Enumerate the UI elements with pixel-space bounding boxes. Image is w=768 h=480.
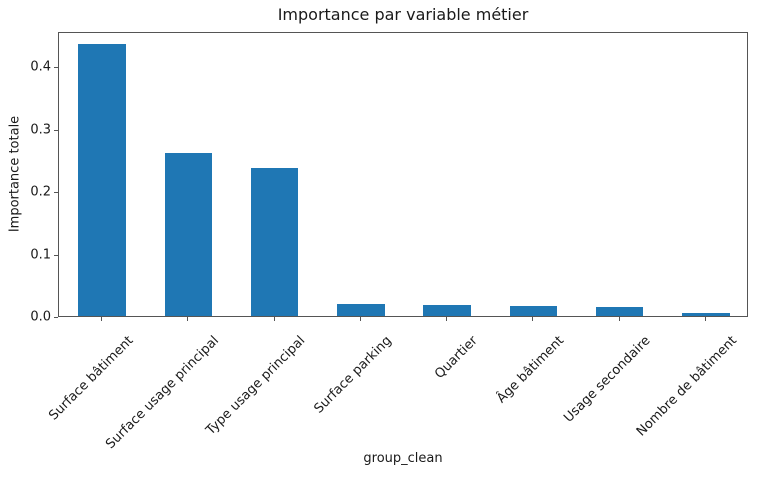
- y-tick: [54, 67, 58, 68]
- y-tick-label: 0.1: [30, 247, 51, 262]
- y-axis-label: Importance totale: [7, 115, 23, 233]
- bar-surface-usage-principal: [164, 152, 213, 316]
- x-tick-label: Nombre de bâtiment: [633, 333, 740, 440]
- bar-quartier: [423, 304, 471, 316]
- x-tick: [618, 317, 620, 321]
- bar-nombre-de-batiment: [682, 312, 730, 316]
- bar-surface-parking: [337, 304, 385, 316]
- x-tick: [446, 317, 448, 321]
- y-tick-label: 0.2: [30, 184, 51, 200]
- x-tick-label: Quartier: [432, 333, 482, 382]
- chart-title: Importance par variable métier: [277, 5, 529, 24]
- x-tick: [101, 317, 103, 321]
- y-tick-label: 0.4: [30, 59, 51, 75]
- y-tick: [54, 129, 58, 131]
- x-tick-label: Surface parking: [311, 333, 395, 417]
- y-tick: [54, 317, 58, 318]
- x-tick: [187, 317, 189, 321]
- x-tick-label: Type usage principal: [203, 333, 309, 439]
- bar-type-usage-principal: [250, 167, 299, 316]
- x-tick-label: Usage secondaire: [561, 333, 654, 426]
- x-tick: [532, 317, 534, 321]
- bar-usage-secondaire: [595, 306, 644, 316]
- x-tick: [704, 317, 706, 321]
- x-tick: [273, 317, 275, 321]
- y-tick-label: 0.3: [30, 122, 51, 137]
- x-axis-label: group_clean: [363, 451, 443, 466]
- x-tick-label: Âge bâtiment: [494, 333, 568, 407]
- bar-age-batiment: [509, 306, 558, 316]
- y-tick: [54, 192, 58, 193]
- y-tick-label: 0.0: [30, 309, 51, 325]
- bar-surface-batiment: [78, 44, 126, 316]
- x-tick: [359, 317, 361, 321]
- plot-area: [58, 32, 748, 317]
- y-tick: [54, 254, 58, 256]
- x-tick-label: Surface bâtiment: [45, 333, 137, 424]
